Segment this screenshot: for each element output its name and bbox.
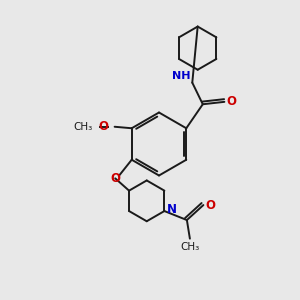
Text: O: O — [99, 120, 109, 133]
Text: CH₃: CH₃ — [180, 242, 200, 252]
Text: CH₃: CH₃ — [74, 122, 93, 132]
Text: O: O — [226, 95, 236, 108]
Text: O: O — [205, 199, 215, 212]
Text: NH: NH — [172, 71, 190, 81]
Text: O: O — [110, 172, 120, 185]
Text: N: N — [167, 203, 177, 216]
